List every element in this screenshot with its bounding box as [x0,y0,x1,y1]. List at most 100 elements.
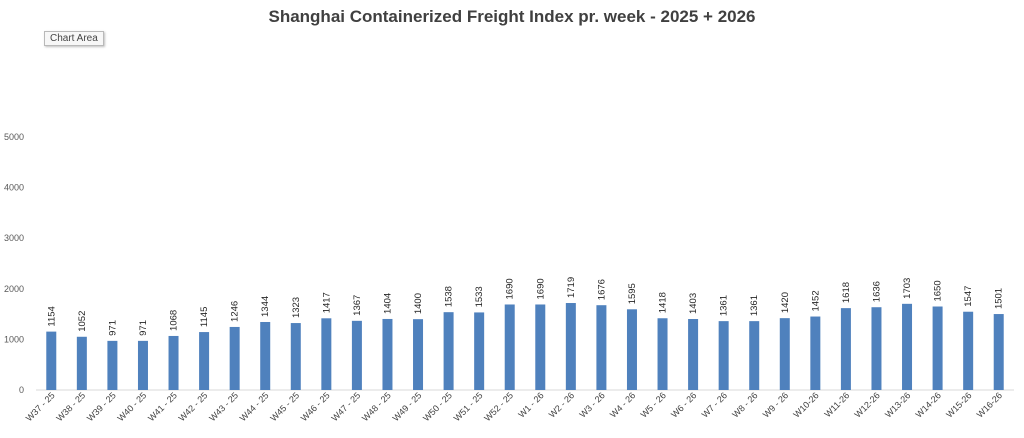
data-label: 1452 [810,290,821,311]
data-labels: 1154 1052 971 971 1068 1145 1246 1344 1323 1417 13… [46,277,1004,336]
x-tick-label: W40 - 25 [115,390,148,423]
bar[interactable] [626,309,637,390]
x-tick-label: W6 - 26 [669,390,698,419]
bar[interactable] [260,321,271,390]
x-tick-label: W5 - 26 [639,390,668,419]
bar[interactable] [840,308,851,390]
y-tick-label: 4000 [4,183,24,193]
x-tick-label: W4 - 26 [608,390,637,419]
y-tick-label: 1000 [4,334,24,344]
data-label: 1636 [871,281,882,302]
bar[interactable] [963,311,974,390]
bar[interactable] [321,318,332,390]
data-label: 1703 [902,278,913,299]
data-label: 1068 [169,310,180,331]
data-label: 1547 [963,286,974,307]
bar[interactable] [351,320,362,390]
x-tick-label: W10-26 [791,390,820,419]
x-tick-label: W51 - 25 [452,390,485,423]
y-tick-label: 2000 [4,284,24,294]
bar[interactable] [565,303,576,390]
data-label: 1246 [230,301,241,322]
x-tick-label: W11-26 [822,390,851,419]
bar[interactable] [107,340,118,390]
bar[interactable] [168,335,179,390]
data-label: 1690 [535,278,546,299]
x-tick-label: W7 - 26 [700,390,729,419]
x-tick-label: W48 - 25 [360,390,393,423]
x-tick-label: W8 - 26 [730,390,759,419]
x-tick-label: W52 - 25 [482,390,515,423]
bar[interactable] [199,332,210,390]
x-tick-label: W16-26 [975,390,1004,419]
bar[interactable] [474,312,485,390]
y-axis: 0 1000 2000 3000 4000 5000 [4,132,24,395]
data-label: 1404 [382,293,393,314]
data-label: 1501 [994,288,1005,309]
data-label: 1420 [780,292,791,313]
data-label: 1538 [444,286,455,307]
data-label: 1417 [321,292,332,313]
bar[interactable] [657,318,668,390]
x-tick-label: W50 - 25 [421,390,454,423]
bar[interactable] [871,307,882,390]
x-tick-label: W45 - 25 [268,390,301,423]
bar[interactable] [902,303,913,390]
bar[interactable] [535,304,546,390]
data-label: 1361 [719,295,730,316]
x-tick-label: W37 - 25 [24,390,57,423]
x-tick-label: W13-26 [883,390,912,419]
y-tick-label: 3000 [4,233,24,243]
chart-title: Shanghai Containerized Freight Index pr.… [268,7,756,26]
data-label: 1145 [199,307,210,327]
data-label: 971 [138,320,149,336]
data-label: 1418 [658,292,669,313]
x-tick-label: W38 - 25 [54,390,87,423]
x-tick-label: W15-26 [944,390,973,419]
data-label: 1361 [749,295,760,316]
x-tick-label: W41 - 25 [146,390,179,423]
x-tick-label: W46 - 25 [299,390,332,423]
bar[interactable] [718,321,729,390]
bar[interactable] [229,326,240,390]
bar-series [46,303,1004,390]
data-label: 1719 [566,277,577,298]
x-tick-label: W1 - 26 [516,390,545,419]
bar[interactable] [46,331,57,390]
bar[interactable] [137,340,148,390]
bar[interactable] [749,321,760,390]
y-tick-label: 0 [19,385,24,395]
bar[interactable] [932,306,943,390]
bar[interactable] [76,336,87,390]
x-tick-label: W49 - 25 [391,390,424,423]
chart-area-tooltip: Chart Area [44,31,104,46]
data-label: 1595 [627,283,638,304]
x-tick-label: W3 - 26 [577,390,606,419]
data-label: 1052 [77,311,88,332]
bar[interactable] [504,304,515,390]
bar[interactable] [382,318,393,390]
bar[interactable] [290,323,301,390]
bar[interactable] [443,312,454,390]
bar[interactable] [993,314,1004,390]
data-label: 1676 [596,279,607,300]
x-tick-label: W44 - 25 [238,390,271,423]
x-tick-label: W9 - 26 [761,390,790,419]
x-tick-label: W39 - 25 [85,390,118,423]
data-label: 1323 [291,297,302,318]
bar[interactable] [779,318,790,390]
x-tick-label: W47 - 25 [329,390,362,423]
data-label: 1533 [474,286,485,307]
bar[interactable] [596,305,607,390]
y-tick-label: 5000 [4,132,24,142]
x-tick-label: W12-26 [853,390,882,419]
bar[interactable] [413,319,424,390]
data-label: 1367 [352,295,363,316]
x-tick-label: W14-26 [914,390,943,419]
data-label: 1650 [933,280,944,301]
data-label: 971 [107,320,118,336]
bar[interactable] [810,316,821,390]
bar[interactable] [688,319,699,390]
